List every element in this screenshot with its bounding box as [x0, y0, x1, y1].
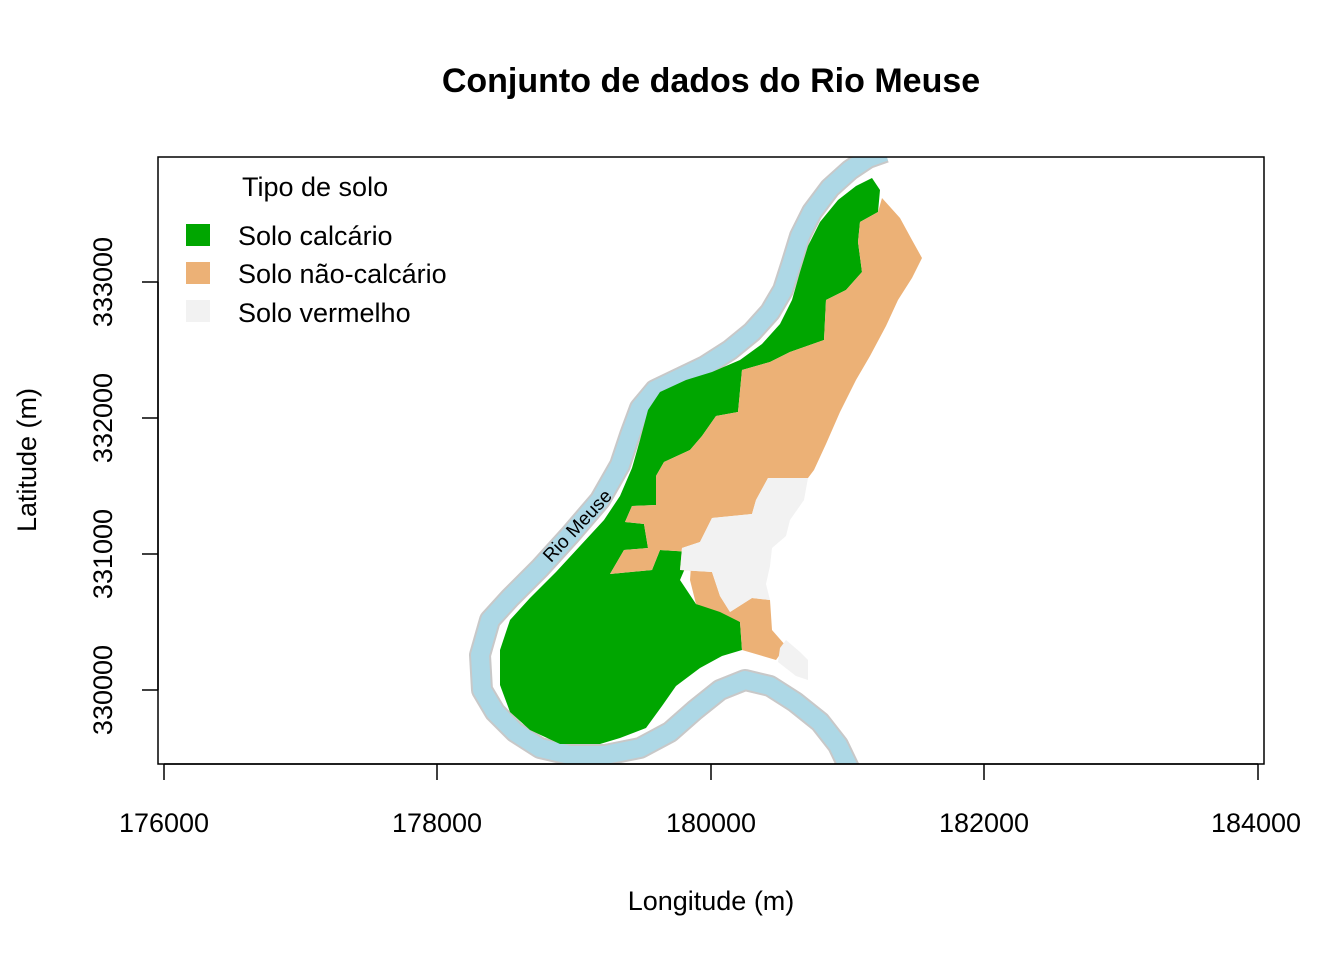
y-axis: 330000 331000 332000 333000 — [88, 237, 159, 735]
x-tick-label: 184000 — [1211, 808, 1301, 838]
river-meuse-core — [471, 157, 888, 764]
legend-swatch-non-calcareous — [186, 262, 210, 284]
soil-red-region-south — [778, 640, 808, 680]
x-tick-label: 180000 — [666, 808, 756, 838]
x-axis: 176000 178000 180000 182000 184000 — [119, 763, 1301, 838]
legend-swatch-calcareous — [186, 224, 210, 246]
y-tick-label: 331000 — [88, 509, 118, 599]
x-tick-label: 178000 — [392, 808, 482, 838]
x-tick-label: 176000 — [119, 808, 209, 838]
x-tick-label: 182000 — [939, 808, 1029, 838]
legend-swatch-red-soil — [186, 300, 210, 322]
y-tick-label: 333000 — [88, 237, 118, 327]
y-axis-label: Latitude (m) — [12, 388, 42, 532]
y-tick-label: 330000 — [88, 645, 118, 735]
x-axis-label: Longitude (m) — [628, 886, 795, 916]
map-layers: Rio Meuse — [469, 157, 922, 764]
chart-title: Conjunto de dados do Rio Meuse — [442, 62, 980, 100]
y-tick-label: 332000 — [88, 373, 118, 463]
soil-red-region — [680, 478, 808, 612]
soil-calcareous-region — [500, 178, 880, 744]
legend-title: Tipo de solo — [242, 172, 388, 202]
legend: Tipo de solo Solo calcário Solo não-calc… — [186, 172, 447, 328]
legend-label-non-calcareous: Solo não-calcário — [238, 259, 447, 289]
legend-label-red-soil: Solo vermelho — [238, 298, 411, 328]
legend-label-calcareous: Solo calcário — [238, 221, 393, 251]
soil-non-calcareous-region — [610, 198, 922, 660]
